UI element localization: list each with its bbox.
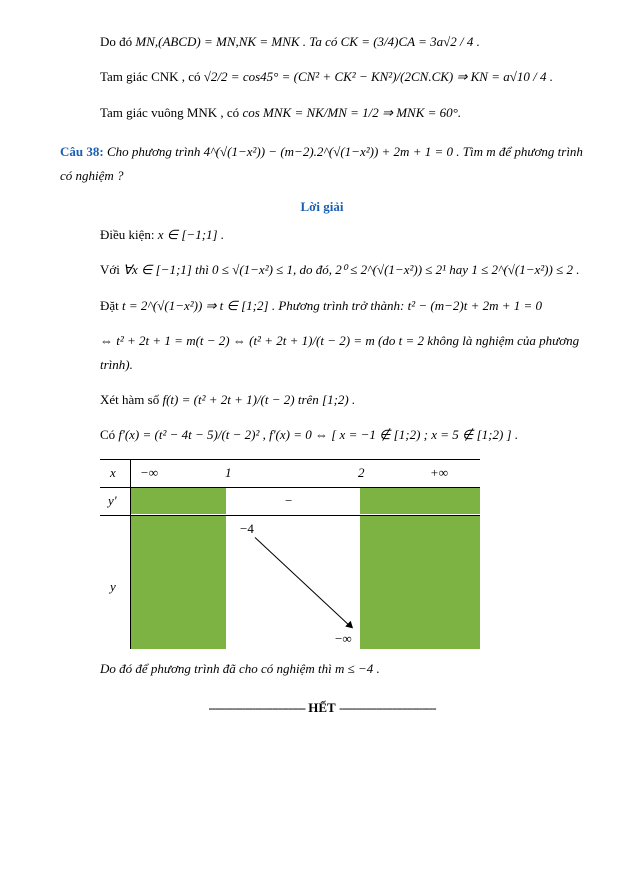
variation-table: x −∞ 1 2 +∞ y' − y −4 −∞	[100, 459, 480, 649]
table-border	[100, 459, 480, 460]
text: Xét hàm số	[100, 392, 162, 407]
text: Tam giác CNK , có	[100, 69, 204, 84]
para-2: Tam giác CNK , có √2/2 = cos45° = (CN² +…	[100, 65, 584, 88]
math: t = 2^(√(1−x²)) ⇒ t ∈ [1;2] . Phương trì…	[122, 298, 542, 313]
text: Do đó	[100, 34, 135, 49]
text: Đặt	[100, 298, 122, 313]
header-val: −∞	[140, 465, 158, 481]
consider-line: Xét hàm số f(t) = (t² + 2t + 1)/(t − 2) …	[100, 388, 584, 411]
header-val: +∞	[430, 465, 448, 481]
math: ∀x ∈ [−1;1] thì 0 ≤ √(1−x²) ≤ 1, do đó, …	[123, 262, 579, 277]
para-3: Tam giác vuông MNK , có cos MNK = NK/MN …	[100, 101, 584, 124]
conclusion-text: Do đó để phương trình đã cho có nghiệm t…	[100, 661, 380, 676]
math: f'(x) = (t² − 4t − 5)/(t − 2)² , f'(x) =…	[118, 427, 518, 442]
math: x ∈ [−1;1] .	[158, 227, 224, 242]
header-val: 1	[225, 465, 232, 481]
header-val: 2	[358, 465, 365, 481]
let-line: Đặt t = 2^(√(1−x²)) ⇒ t ∈ [1;2] . Phương…	[100, 294, 584, 317]
solution-heading: Lời giải	[60, 199, 584, 215]
text: Tam giác vuông MNK , có	[100, 105, 242, 120]
val-top: −4	[240, 521, 254, 537]
text: Có	[100, 427, 118, 442]
val-bottom: −∞	[335, 631, 352, 647]
excluded-region	[360, 516, 480, 649]
para-1: Do đó MN,(ABCD) = MN,NK = MNK . Ta có CK…	[100, 30, 584, 53]
conclusion-line: Do đó để phương trình đã cho có nghiệm t…	[100, 657, 584, 680]
text: Với	[100, 262, 123, 277]
header-x: x	[110, 465, 116, 481]
excluded-region	[360, 488, 480, 514]
question-38: Câu 38: Cho phương trình 4^(√(1−x²)) − (…	[60, 140, 584, 187]
excluded-region	[131, 488, 226, 514]
row-y: y	[110, 579, 116, 595]
math: √2/2 = cos45° = (CN² + CK² − KN²)/(2CN.C…	[204, 69, 553, 84]
end-marker: ----------------------------- HẾT ------…	[60, 700, 584, 716]
sign-minus: −	[285, 493, 292, 509]
math: cos MNK = NK/MN = 1/2 ⇒ MNK = 60°.	[242, 105, 461, 120]
dash-right: -----------------------------	[339, 700, 436, 715]
equiv-line: ⇔ t² + 2t + 1 = m(t − 2) ⇔ (t² + 2t + 1)…	[100, 329, 584, 376]
excluded-region	[131, 516, 226, 649]
math: f(t) = (t² + 2t + 1)/(t − 2) trên [1;2) …	[162, 392, 355, 407]
math: ⇔ t² + 2t + 1 = m(t − 2) ⇔ (t² + 2t + 1)…	[100, 333, 579, 371]
derivative-line: Có f'(x) = (t² − 4t − 5)/(t − 2)² , f'(x…	[100, 423, 584, 446]
arrow-line	[255, 537, 351, 626]
condition-line: Điều kiện: x ∈ [−1;1] .	[100, 223, 584, 246]
het-word: HẾT	[308, 700, 335, 715]
question-label: Câu 38:	[60, 144, 104, 159]
math: MN,(ABCD) = MN,NK = MNK . Ta có CK = (3/…	[135, 34, 480, 49]
dash-left: -----------------------------	[208, 700, 305, 715]
row-yprime: y'	[108, 493, 117, 509]
text: Điều kiện:	[100, 227, 158, 242]
question-text: Cho phương trình 4^(√(1−x²)) − (m−2).2^(…	[60, 144, 583, 182]
with-line: Với ∀x ∈ [−1;1] thì 0 ≤ √(1−x²) ≤ 1, do …	[100, 258, 584, 281]
